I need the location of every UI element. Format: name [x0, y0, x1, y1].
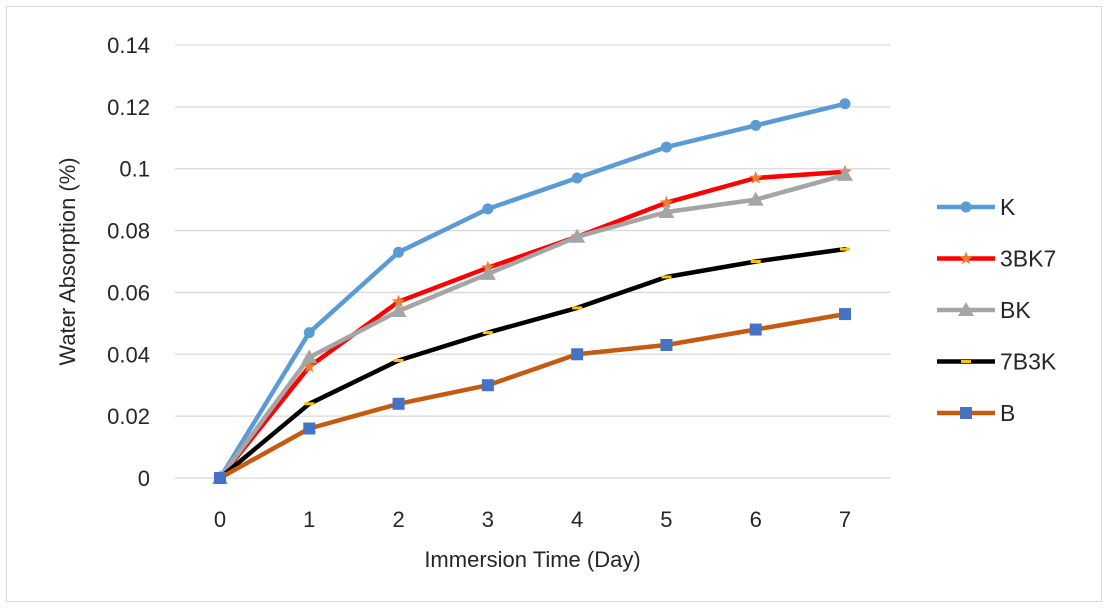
series-line [217, 172, 848, 481]
data-point [571, 348, 584, 361]
y-tick-label: 0.12 [107, 95, 150, 120]
series-line [217, 101, 848, 481]
gridlines [175, 44, 890, 479]
legend-item-3bk7: 3BK7 [937, 246, 1056, 272]
data-point [839, 98, 851, 110]
data-point [303, 422, 316, 435]
y-tick-label: 0.02 [107, 404, 150, 429]
legend: K 3BK7 BK 7B3K B [937, 194, 1057, 426]
chart-frame [6, 6, 1102, 602]
data-point [569, 228, 586, 243]
x-tick-label: 4 [571, 507, 583, 532]
legend-marker [958, 302, 974, 316]
series-bk [212, 166, 853, 484]
data-point [302, 359, 316, 373]
x-tick-label: 6 [750, 507, 762, 532]
legend-item-k: K [937, 194, 1016, 220]
data-point [839, 308, 851, 321]
data-point [393, 246, 405, 258]
data-point [390, 302, 407, 317]
legend-item-bk: BK [937, 297, 1031, 323]
y-tick-label: 0 [138, 466, 150, 491]
y-tick-label: 0.14 [107, 33, 150, 58]
series-line [217, 311, 848, 481]
series-b [214, 308, 851, 484]
legend-item-7b3k: 7B3K [937, 349, 1057, 375]
legend-marker [959, 251, 973, 265]
series-line [217, 246, 848, 481]
data-point [481, 379, 494, 392]
legend-label: B [1000, 400, 1015, 426]
legend-marker [960, 201, 972, 213]
data-point [750, 119, 762, 131]
legend-label: 7B3K [1000, 349, 1057, 375]
data-point [837, 166, 853, 181]
series-line [217, 169, 848, 481]
y-tick-label: 0.06 [107, 280, 150, 305]
x-tick-label: 0 [214, 507, 226, 532]
x-axis-title: Immersion Time (Day) [424, 547, 640, 572]
data-point [749, 323, 762, 336]
y-tick-label: 0.1 [119, 157, 150, 182]
data-point [303, 327, 315, 339]
x-axis-ticks: 0 1 2 3 4 5 6 7 [214, 507, 851, 532]
data-point [392, 397, 405, 410]
data-point [571, 172, 583, 184]
data-point [658, 204, 675, 219]
data-point [482, 203, 494, 215]
legend-label: K [1000, 194, 1016, 220]
legend-marker [960, 407, 972, 419]
y-axis-title: Water Absorption (%) [55, 157, 80, 365]
legend-label: BK [1000, 297, 1031, 323]
series-layer [212, 98, 853, 484]
data-point [749, 171, 763, 184]
data-point [214, 472, 226, 484]
data-point [301, 349, 318, 364]
data-point [660, 141, 672, 153]
data-point [659, 195, 674, 209]
y-tick-label: 0.04 [107, 342, 150, 367]
x-tick-label: 2 [392, 507, 404, 532]
y-tick-label: 0.08 [107, 219, 150, 244]
legend-label: 3BK7 [1000, 246, 1056, 272]
x-tick-label: 3 [482, 507, 494, 532]
data-point [660, 339, 673, 352]
data-point [391, 294, 406, 308]
y-axis-ticks: 0 0.02 0.04 0.06 0.08 0.1 0.12 0.14 [107, 33, 150, 491]
x-tick-label: 1 [303, 507, 315, 532]
data-point [747, 191, 764, 206]
x-tick-label: 7 [839, 507, 851, 532]
x-tick-label: 5 [660, 507, 672, 532]
legend-item-b: B [937, 400, 1015, 426]
data-point [479, 265, 496, 280]
